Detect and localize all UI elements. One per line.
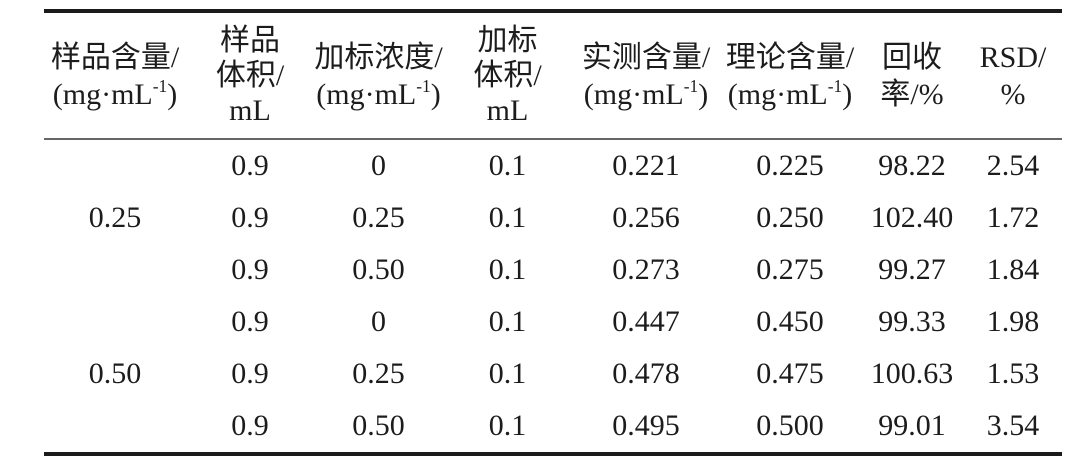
cell-theoretical: 0.225 xyxy=(756,149,824,182)
cell-spike-volume: 0.1 xyxy=(488,149,527,182)
col-header-theoretical: 理论含量/ (mg·mL-1) xyxy=(720,11,860,140)
cell-spike-conc: 0.25 xyxy=(352,357,405,390)
table-row: 0.9 0.50 0.1 0.273 0.275 99.27 1.84 xyxy=(44,244,1062,296)
spike-recovery-table: 样品含量/ (mg·mL-1) 样品 体积/ mL 加标浓度/ (mg·mL-1… xyxy=(44,9,1062,456)
header-title: 理论含量/ xyxy=(725,40,855,74)
table-body: 0.25 0.9 0 0.1 0.221 0.225 98.22 2.54 0.… xyxy=(44,139,1062,454)
cell-sample-volume: 0.9 xyxy=(231,409,269,442)
col-header-spike-volume: 加标 体积/ mL xyxy=(443,11,572,140)
col-header-sample-content: 样品含量/ (mg·mL-1) xyxy=(44,11,186,140)
cell-sample-volume: 0.9 xyxy=(231,201,269,234)
table-header: 样品含量/ (mg·mL-1) 样品 体积/ mL 加标浓度/ (mg·mL-1… xyxy=(44,11,1062,140)
col-header-recovery: 回收 率/% xyxy=(860,11,964,140)
cell-theoretical: 0.500 xyxy=(756,409,824,442)
cell-recovery: 99.33 xyxy=(878,305,946,338)
cell-spike-volume: 0.1 xyxy=(488,357,527,390)
header-unit: (mg·mL-1) xyxy=(583,75,709,111)
cell-spike-conc: 0.25 xyxy=(352,201,405,234)
cell-rsd: 3.54 xyxy=(986,409,1040,442)
table-row: 0.50 0.9 0 0.1 0.447 0.450 99.33 1.98 xyxy=(44,296,1062,390)
cell-theoretical: 0.475 xyxy=(756,357,824,390)
cell-measured: 0.221 xyxy=(612,149,680,182)
cell-theoretical: 0.450 xyxy=(756,305,824,338)
recovery-table-container: 样品含量/ (mg·mL-1) 样品 体积/ mL 加标浓度/ (mg·mL-1… xyxy=(44,9,1062,456)
header-title: 样品含量/ xyxy=(50,40,180,74)
cell-rsd: 1.72 xyxy=(986,201,1040,234)
cell-theoretical: 0.250 xyxy=(756,201,824,234)
header-title: 加标浓度/ xyxy=(314,40,443,74)
header-unit: (mg·mL-1) xyxy=(727,75,853,111)
cell-recovery: 99.01 xyxy=(878,409,946,442)
cell-recovery: 98.22 xyxy=(878,149,946,182)
cell-spike-volume: 0.1 xyxy=(488,409,527,442)
cell-measured: 0.478 xyxy=(612,357,680,390)
table-row: 0.9 0.25 0.1 0.256 0.250 102.40 1.72 xyxy=(44,192,1062,244)
cell-spike-volume: 0.1 xyxy=(488,305,527,338)
cell-spike-volume: 0.1 xyxy=(488,201,527,234)
cell-sample-volume: 0.9 xyxy=(231,149,269,182)
header-title: 实测含量/ xyxy=(581,40,711,74)
header-unit: (mg·mL-1) xyxy=(52,75,178,111)
col-header-sample-volume: 样品 体积/ mL xyxy=(186,11,314,140)
cell-measured: 0.256 xyxy=(612,201,680,234)
cell-measured: 0.273 xyxy=(612,253,680,286)
table-row: 0.25 0.9 0 0.1 0.221 0.225 98.22 2.54 xyxy=(44,139,1062,234)
cell-spike-conc: 0 xyxy=(371,305,386,338)
header-unit: (mg·mL-1) xyxy=(316,75,441,111)
cell-measured: 0.495 xyxy=(612,409,680,442)
cell-spike-conc: 0.50 xyxy=(352,409,405,442)
cell-measured: 0.447 xyxy=(612,305,680,338)
cell-theoretical: 0.275 xyxy=(756,253,824,286)
cell-recovery: 99.27 xyxy=(878,253,946,286)
cell-sample-content-group: 0.50 xyxy=(88,357,142,390)
cell-sample-volume: 0.9 xyxy=(231,253,269,286)
table-row: 0.9 0.50 0.1 0.495 0.500 99.01 3.54 xyxy=(44,400,1062,454)
cell-rsd: 1.84 xyxy=(986,253,1040,286)
cell-recovery: 102.40 xyxy=(870,201,954,234)
col-header-rsd: RSD/ % xyxy=(964,11,1062,140)
cell-rsd: 2.54 xyxy=(986,149,1040,182)
cell-recovery: 100.63 xyxy=(870,357,954,390)
col-header-measured: 实测含量/ (mg·mL-1) xyxy=(572,11,720,140)
cell-rsd: 1.53 xyxy=(986,357,1040,390)
col-header-spike-conc: 加标浓度/ (mg·mL-1) xyxy=(314,11,443,140)
cell-sample-volume: 0.9 xyxy=(231,305,269,338)
cell-spike-conc: 0.50 xyxy=(352,253,405,286)
cell-sample-volume: 0.9 xyxy=(231,357,269,390)
header-row: 样品含量/ (mg·mL-1) 样品 体积/ mL 加标浓度/ (mg·mL-1… xyxy=(44,11,1062,140)
cell-rsd: 1.98 xyxy=(986,305,1040,338)
table-row: 0.9 0.25 0.1 0.478 0.475 100.63 1.53 xyxy=(44,348,1062,400)
cell-spike-conc: 0 xyxy=(371,149,386,182)
cell-sample-content-group: 0.25 xyxy=(88,201,142,234)
cell-spike-volume: 0.1 xyxy=(488,253,527,286)
